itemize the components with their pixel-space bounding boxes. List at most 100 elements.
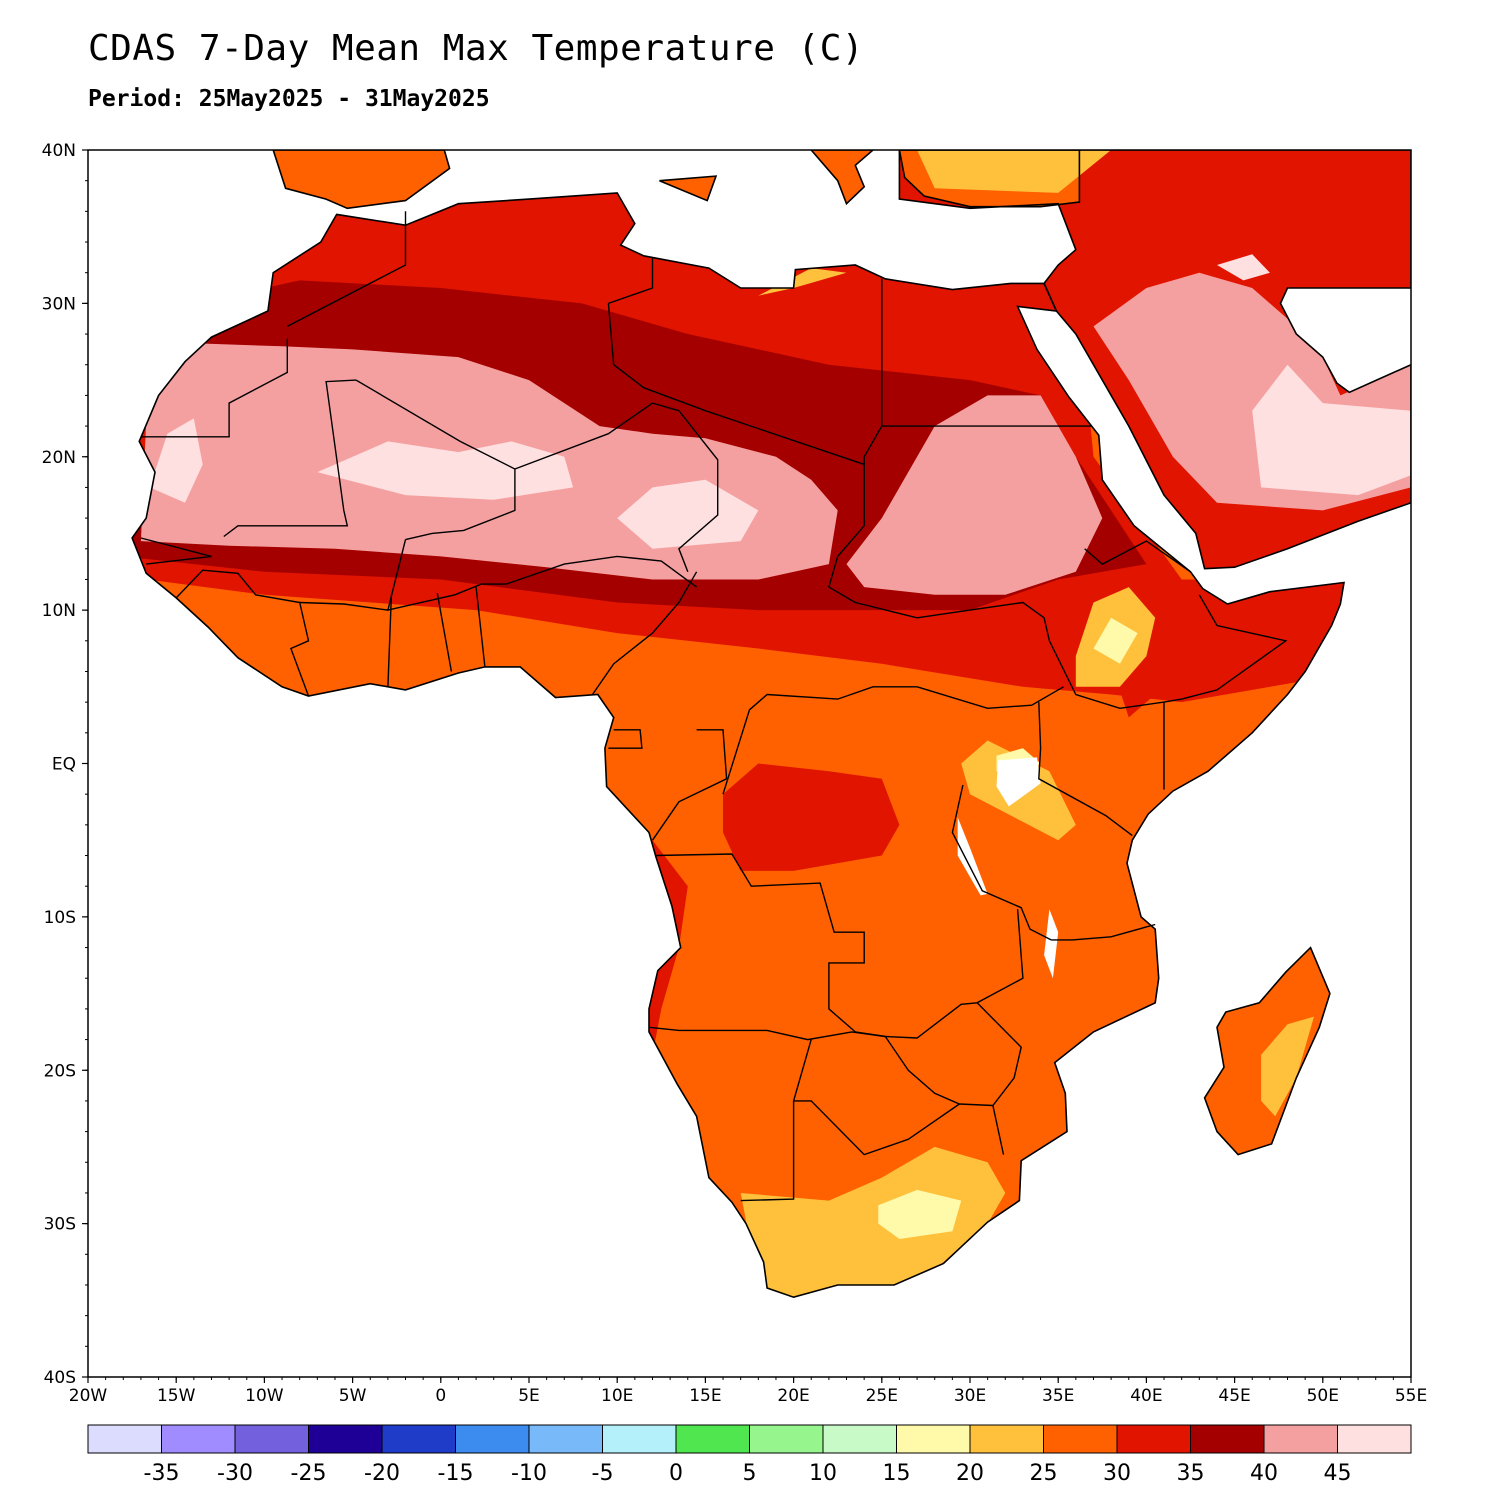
plot-area bbox=[88, 150, 1411, 1377]
country-border bbox=[1038, 702, 1133, 837]
lake-malawi bbox=[1044, 909, 1059, 979]
colorbar-swatch bbox=[455, 1424, 530, 1454]
colorbar-label: -15 bbox=[438, 1461, 474, 1486]
lat-tick-label: 40N bbox=[42, 141, 76, 161]
country-border bbox=[355, 379, 516, 541]
latitude-axis: 40N 30N 20N 10N EQ 10S 20S 30S 40S bbox=[42, 141, 88, 1388]
chart-subtitle: Period: 25May2025 - 31May2025 bbox=[88, 86, 490, 112]
colorbar-label: 25 bbox=[1030, 1461, 1058, 1486]
lon-tick-label: 45E bbox=[1218, 1386, 1250, 1406]
colorbar-swatch bbox=[87, 1424, 162, 1454]
country-border bbox=[793, 1100, 960, 1156]
lon-tick-label: 5W bbox=[339, 1386, 367, 1406]
colorbar-label: 40 bbox=[1250, 1461, 1278, 1486]
country-border bbox=[1048, 594, 1288, 710]
zone-20-25-ethiopia bbox=[1093, 617, 1138, 664]
country-border bbox=[1084, 540, 1191, 573]
colorbar-swatch bbox=[675, 1424, 750, 1454]
colorbar-swatch bbox=[1263, 1424, 1338, 1454]
lon-tick-label: 5E bbox=[518, 1386, 540, 1406]
lon-tick-label: 35E bbox=[1042, 1386, 1074, 1406]
colorbar-label: 35 bbox=[1177, 1461, 1205, 1486]
zone-50-mauritania bbox=[149, 418, 203, 503]
country-border bbox=[505, 555, 698, 588]
colorbar-swatch bbox=[1116, 1424, 1191, 1454]
country-border bbox=[863, 425, 1092, 465]
country-border bbox=[386, 539, 507, 612]
country-border bbox=[648, 1026, 886, 1041]
colorbar-label: 30 bbox=[1103, 1461, 1131, 1486]
country-border bbox=[608, 729, 643, 749]
zone-35-40-somalia bbox=[1111, 594, 1341, 718]
coastline bbox=[1203, 946, 1331, 1156]
lat-tick-label: 30S bbox=[44, 1215, 76, 1235]
country-border bbox=[140, 338, 288, 438]
lon-tick-label: 20W bbox=[69, 1386, 108, 1406]
country-border bbox=[475, 587, 486, 667]
colorbar-swatch bbox=[822, 1424, 897, 1454]
coastline bbox=[659, 175, 718, 202]
lon-tick-label: 20E bbox=[777, 1386, 809, 1406]
chart-title: CDAS 7-Day Mean Max Temperature (C) bbox=[88, 28, 865, 69]
colorbar-label: -30 bbox=[217, 1461, 253, 1486]
colorbar-swatch bbox=[528, 1424, 603, 1454]
colorbar-label: -25 bbox=[291, 1461, 327, 1486]
lon-tick-label: 55E bbox=[1395, 1386, 1427, 1406]
zone-25-30-south-africa bbox=[740, 1146, 1006, 1298]
country-borders bbox=[131, 150, 1411, 1299]
zone-50-niger-chad bbox=[617, 479, 759, 549]
coastline bbox=[898, 150, 1081, 208]
colorbar-label: -10 bbox=[511, 1461, 547, 1486]
lake-victoria bbox=[996, 757, 1041, 807]
lat-tick-label: 20N bbox=[42, 448, 76, 468]
zone-25-30-libya-coast bbox=[758, 268, 847, 296]
country-border bbox=[608, 257, 654, 305]
country-border bbox=[514, 402, 680, 470]
country-border bbox=[678, 410, 719, 573]
country-border bbox=[591, 571, 698, 695]
country-border bbox=[175, 569, 310, 697]
lake-tanganyika bbox=[957, 817, 988, 896]
country-border bbox=[223, 379, 357, 538]
colorbar-swatch bbox=[161, 1424, 236, 1454]
country-border bbox=[651, 729, 728, 841]
country-border bbox=[1051, 923, 1156, 941]
zone-25-30-madagascar bbox=[1261, 1016, 1314, 1117]
colorbar-swatch bbox=[969, 1424, 1044, 1454]
country-border bbox=[299, 601, 388, 611]
colorbar-swatch bbox=[1337, 1424, 1412, 1454]
colorbar-label: 15 bbox=[883, 1461, 911, 1486]
lat-tick-label: 30N bbox=[42, 294, 76, 314]
colorbar-swatch bbox=[234, 1424, 309, 1454]
zone-25-30-turkey bbox=[917, 150, 1112, 193]
coastline bbox=[810, 150, 875, 206]
lon-tick-label: 40E bbox=[1130, 1386, 1162, 1406]
lon-tick-label: 10W bbox=[245, 1386, 284, 1406]
country-border bbox=[655, 853, 886, 1038]
coastline bbox=[272, 150, 451, 210]
colorbar-label: 5 bbox=[743, 1461, 757, 1486]
country-border bbox=[855, 601, 1051, 641]
colorbar-swatch bbox=[602, 1424, 677, 1454]
lon-tick-label: 30E bbox=[954, 1386, 986, 1406]
country-border bbox=[992, 1105, 1005, 1155]
colorbar-label: -5 bbox=[592, 1461, 614, 1486]
lat-tick-label: 20S bbox=[44, 1061, 76, 1081]
zone-50-arabia bbox=[1252, 364, 1411, 496]
country-border bbox=[387, 594, 393, 687]
colorbar-swatch bbox=[381, 1424, 456, 1454]
country-border bbox=[740, 1100, 795, 1202]
zone-50-saudi-north bbox=[1217, 254, 1270, 281]
colorbar-swatch bbox=[896, 1424, 971, 1454]
sicily-land bbox=[659, 176, 716, 201]
country-border bbox=[140, 537, 212, 565]
colorbar-label: 45 bbox=[1324, 1461, 1352, 1486]
lon-tick-label: 0 bbox=[435, 1386, 446, 1406]
colorbar-label: 10 bbox=[809, 1461, 837, 1486]
lon-tick-label: 50E bbox=[1307, 1386, 1339, 1406]
lat-tick-label: 10S bbox=[44, 908, 76, 928]
country-border bbox=[792, 1039, 812, 1102]
lat-tick-label: 10N bbox=[42, 601, 76, 621]
iberia-land bbox=[273, 150, 450, 209]
